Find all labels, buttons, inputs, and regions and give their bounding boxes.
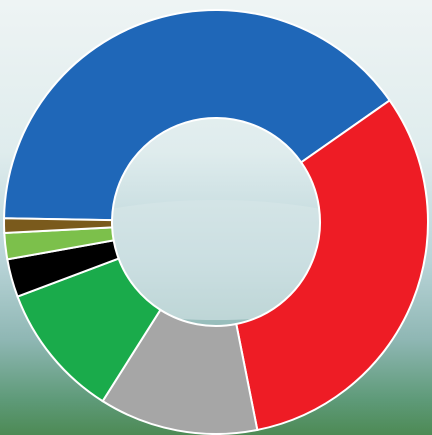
chart (0, 0, 432, 435)
page: (() => { const data = JSON.parse(documen… (0, 0, 432, 435)
